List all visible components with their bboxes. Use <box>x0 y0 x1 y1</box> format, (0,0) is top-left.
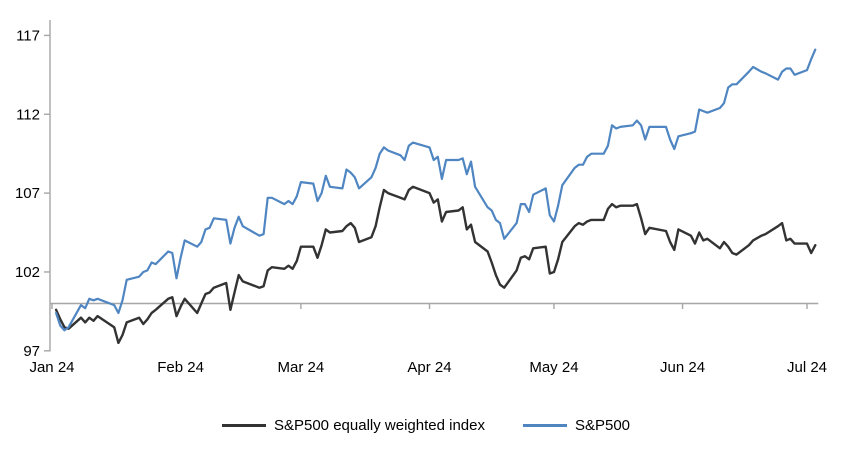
legend-label-eqw: S&P500 equally weighted index <box>273 416 485 434</box>
series-line-sp500-equal-weight <box>54 185 817 345</box>
y-tick-label-117: 117 <box>16 27 40 44</box>
y-tick-label-107: 107 <box>15 185 40 202</box>
chart-canvas: 97 102 107 112 117 Jan 24 Feb 24 Mar 24 Apr 24 Ma… <box>15 20 827 376</box>
y-tick-label-97: 97 <box>23 343 40 360</box>
x-tick-label-2: Mar 24 <box>278 359 325 376</box>
x-tick-label-4: May 24 <box>529 359 578 376</box>
x-tick-label-1: Feb 24 <box>157 359 204 376</box>
legend-label-sp500: S&P500 <box>574 416 631 434</box>
x-tick-label-5: Jun 24 <box>660 359 705 376</box>
y-tick-label-102: 102 <box>15 264 40 281</box>
legend-item-sp500: S&P500 <box>522 416 631 434</box>
series-line-sp500 <box>54 48 817 332</box>
x-tick-label-3: Apr 24 <box>407 359 451 376</box>
legend-swatch-eqw <box>221 423 266 427</box>
x-tick-label-0: Jan 24 <box>29 359 74 376</box>
y-tick-label-112: 112 <box>16 106 40 123</box>
legend-item-eqw: S&P500 equally weighted index <box>221 416 485 434</box>
x-tick-label-6: Jul 24 <box>787 359 827 376</box>
legend-swatch-sp500 <box>522 423 567 427</box>
legend: S&P500 equally weighted index S&P500 <box>0 408 852 442</box>
